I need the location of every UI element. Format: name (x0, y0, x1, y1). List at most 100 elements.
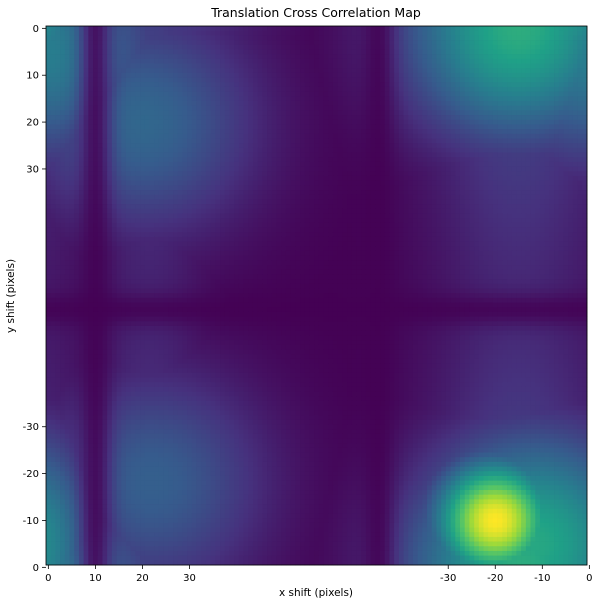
heatmap-cell (74, 101, 79, 106)
heatmap-cell (135, 199, 140, 204)
heatmap-cell (131, 171, 136, 176)
heatmap-cell (563, 138, 568, 143)
heatmap-cell (469, 45, 474, 50)
heatmap-cell (277, 218, 282, 223)
heatmap-cell (248, 82, 253, 87)
heatmap-cell (512, 82, 517, 87)
heatmap-cell (436, 223, 441, 228)
heatmap-cell (65, 92, 70, 97)
heatmap-cell (112, 73, 117, 78)
heatmap-cell (178, 176, 183, 181)
heatmap-cell (253, 106, 258, 111)
heatmap-cell (258, 49, 263, 54)
heatmap-cell (178, 68, 183, 73)
heatmap-cell (234, 26, 239, 31)
heatmap-cell (164, 138, 169, 143)
heatmap-cell (102, 148, 107, 153)
heatmap-cell (225, 134, 230, 139)
heatmap-cell (277, 129, 282, 134)
heatmap-cell (427, 176, 432, 181)
heatmap-cell (121, 110, 126, 115)
heatmap-cell (79, 129, 84, 134)
heatmap-cell (356, 134, 361, 139)
heatmap-cell (220, 40, 225, 45)
heatmap-cell (380, 45, 385, 50)
heatmap-cell (277, 49, 282, 54)
heatmap-cell (159, 143, 164, 148)
heatmap-cell (328, 78, 333, 83)
heatmap-cell (277, 115, 282, 120)
heatmap-cell (168, 213, 173, 218)
heatmap-cell (102, 59, 107, 64)
heatmap-cell (441, 213, 446, 218)
heatmap-cell (234, 153, 239, 158)
heatmap-cell (187, 82, 192, 87)
heatmap-cell (582, 218, 587, 223)
heatmap-cell (211, 190, 216, 195)
heatmap-cell (549, 171, 554, 176)
heatmap-cell (197, 26, 202, 31)
heatmap-cell (117, 110, 122, 115)
heatmap-cell (375, 35, 380, 40)
heatmap-cell (60, 157, 65, 162)
heatmap-cell (145, 101, 150, 106)
heatmap-cell (253, 124, 258, 129)
heatmap-cell (399, 124, 404, 129)
heatmap-cell (286, 218, 291, 223)
heatmap-cell (88, 209, 93, 214)
heatmap-cell (121, 209, 126, 214)
heatmap-cell (375, 157, 380, 162)
heatmap-cell (441, 167, 446, 172)
heatmap-cell (347, 129, 352, 134)
heatmap-cell (375, 45, 380, 50)
heatmap-cell (164, 120, 169, 125)
heatmap-cell (455, 181, 460, 186)
heatmap-cell (563, 171, 568, 176)
heatmap-cell (262, 26, 267, 31)
heatmap-cell (441, 218, 446, 223)
heatmap-cell (324, 115, 329, 120)
heatmap-cell (305, 213, 310, 218)
heatmap-cell (102, 68, 107, 73)
heatmap-cell (479, 73, 484, 78)
heatmap-cell (173, 134, 178, 139)
heatmap-cell (239, 68, 244, 73)
heatmap-cell (197, 143, 202, 148)
heatmap-cell (422, 31, 427, 36)
heatmap-cell (394, 134, 399, 139)
heatmap-cell (272, 153, 277, 158)
heatmap-cell (182, 110, 187, 115)
heatmap-cell (262, 209, 267, 214)
heatmap-cell (262, 148, 267, 153)
heatmap-cell (352, 223, 357, 228)
heatmap-cell (229, 45, 234, 50)
heatmap-cell (229, 185, 234, 190)
heatmap-cell (206, 213, 211, 218)
heatmap-cell (465, 195, 470, 200)
heatmap-cell (79, 120, 84, 125)
heatmap-cell (60, 31, 65, 36)
heatmap-cell (427, 96, 432, 101)
heatmap-cell (98, 148, 103, 153)
heatmap-cell (121, 87, 126, 92)
heatmap-cell (201, 204, 206, 209)
heatmap-cell (418, 64, 423, 69)
heatmap-cell (201, 115, 206, 120)
heatmap-cell (65, 68, 70, 73)
heatmap-cell (60, 78, 65, 83)
heatmap-cell (234, 68, 239, 73)
heatmap-cell (112, 195, 117, 200)
heatmap-cell (74, 190, 79, 195)
heatmap-cell (549, 49, 554, 54)
heatmap-cell (427, 143, 432, 148)
heatmap-cell (126, 167, 131, 172)
heatmap-cell (215, 213, 220, 218)
heatmap-cell (371, 82, 376, 87)
heatmap-cell (333, 190, 338, 195)
heatmap-cell (342, 68, 347, 73)
heatmap-cell (399, 82, 404, 87)
heatmap-cell (540, 26, 545, 31)
heatmap-cell (93, 26, 98, 31)
heatmap-cell (540, 204, 545, 209)
heatmap-cell (347, 138, 352, 143)
